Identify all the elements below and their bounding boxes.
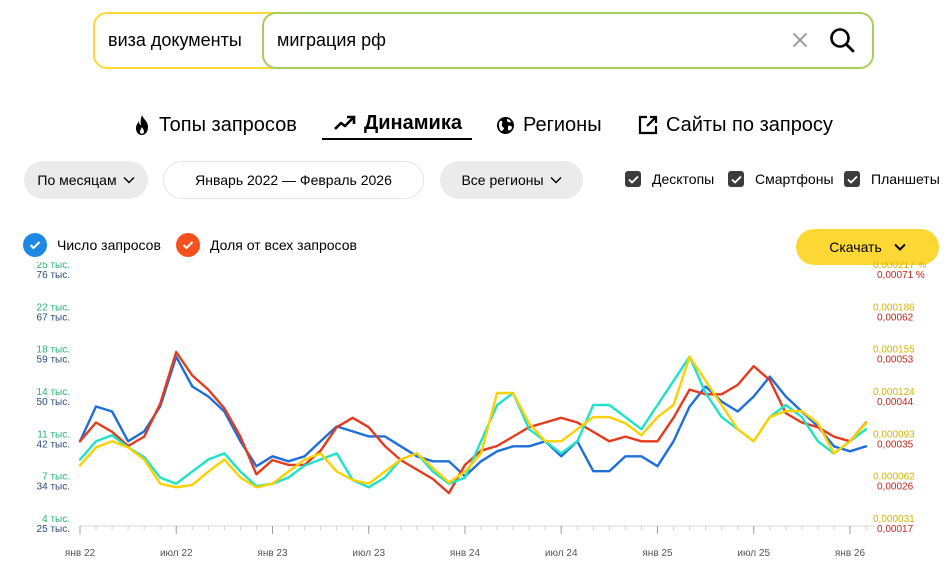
regions-select[interactable]: Все регионы <box>440 161 583 199</box>
x-tick-label: янв 23 <box>257 548 288 559</box>
checkbox-smartphones[interactable]: Смартфоны <box>728 171 834 187</box>
check-circle-icon <box>23 233 47 257</box>
chevron-down-icon <box>123 177 135 184</box>
legend-count[interactable]: Число запросов <box>23 233 161 257</box>
dynamics-chart: 4 тыс. 7 тыс. 11 тыс. 14 тыс. 18 тыс. 22 тыс.… <box>37 262 927 559</box>
y-tick-label: 11 тыс. <box>37 429 70 440</box>
checkbox-label: Смартфоны <box>755 171 834 187</box>
y-tick-label: 76 тыс. <box>37 270 70 281</box>
tab-label: Динамика <box>364 111 462 134</box>
search-icon[interactable] <box>828 26 856 54</box>
external-link-icon <box>638 115 658 135</box>
check-circle-icon <box>176 233 200 257</box>
tab-label: Топы запросов <box>159 113 297 136</box>
y-tick-label: 0,000155 <box>873 345 915 356</box>
y-tick-label: 0,00071 % <box>877 270 925 281</box>
date-range-picker[interactable]: Январь 2022 — Февраль 2026 <box>163 161 424 199</box>
y-tick-label: 0,000031 <box>873 514 915 525</box>
download-label: Скачать <box>829 239 882 255</box>
y-tick-label: 42 тыс. <box>37 439 70 450</box>
search-input[interactable]: миграция рф <box>262 12 874 69</box>
checkbox-tablets[interactable]: Планшеты <box>844 171 940 187</box>
y-tick-label: 14 тыс. <box>37 387 70 398</box>
y-tick-label: 0,00026 <box>877 482 914 493</box>
y-tick-label: 18 тыс. <box>37 345 70 356</box>
x-tick-label: янв 25 <box>642 548 673 559</box>
x-tick-label: янв 24 <box>450 548 481 559</box>
x-tick-label: июл 23 <box>352 548 385 559</box>
y-tick-label: 0,000124 <box>873 387 915 398</box>
checkbox-label: Десктопы <box>652 171 715 187</box>
legend-label: Число запросов <box>57 237 161 253</box>
checkbox-checked-icon[interactable] <box>625 171 641 187</box>
x-tick-label: янв 26 <box>835 548 866 559</box>
search-query-text[interactable]: миграция рф <box>277 30 386 50</box>
series-line-red <box>78 350 868 495</box>
checkbox-desktops[interactable]: Десктопы <box>625 171 714 187</box>
tab-label: Сайты по запросу <box>666 113 833 136</box>
checkbox-label: Планшеты <box>871 171 940 187</box>
tab-dynamics[interactable]: Динамика <box>322 108 472 140</box>
tab-top-queries[interactable]: Топы запросов <box>133 108 297 142</box>
y-tick-label: 34 тыс. <box>37 482 70 493</box>
y-tick-label: 7 тыс. <box>42 472 70 483</box>
globe-icon <box>497 116 514 134</box>
tab-label: Регионы <box>523 113 602 136</box>
legend-share[interactable]: Доля от всех запросов <box>176 233 357 257</box>
x-tick-label: янв 22 <box>65 548 96 559</box>
y-tick-label: 0,00062 <box>877 312 914 323</box>
y-tick-label: 59 тыс. <box>37 355 70 366</box>
period-select[interactable]: По месяцам <box>24 161 148 199</box>
y-tick-label: 25 тыс. <box>37 262 70 271</box>
period-label: По месяцам <box>37 172 117 188</box>
y-tick-label: 67 тыс. <box>37 312 70 323</box>
y-tick-label: 22 тыс. <box>37 302 70 313</box>
date-range-label: Январь 2022 — Февраль 2026 <box>195 172 392 188</box>
regions-label: Все регионы <box>461 172 544 188</box>
series-line-yellow <box>78 355 868 489</box>
y-tick-label: 0,000062 <box>873 472 915 483</box>
y-tick-label: 0,00035 <box>877 439 914 450</box>
y-tick-label: 50 тыс. <box>37 397 70 408</box>
tab-sites[interactable]: Сайты по запросу <box>638 108 833 142</box>
x-tick-label: июл 25 <box>737 548 770 559</box>
download-button[interactable]: Скачать <box>796 229 939 265</box>
y-tick-label: 0,000217 % <box>873 262 926 271</box>
trend-up-icon <box>334 115 356 130</box>
fire-icon <box>136 115 148 135</box>
y-tick-label: 0,00053 <box>877 355 914 366</box>
chevron-down-icon <box>550 177 562 184</box>
y-tick-label: 0,00044 <box>877 397 914 408</box>
search-chip[interactable]: виза документы <box>108 30 242 50</box>
y-tick-label: 0,00017 <box>877 524 914 535</box>
x-tick-label: июл 24 <box>545 548 578 559</box>
checkbox-checked-icon[interactable] <box>728 171 744 187</box>
y-tick-label: 4 тыс. <box>42 514 70 525</box>
x-tick-label: июл 22 <box>160 548 193 559</box>
y-tick-label: 0,000093 <box>873 429 915 440</box>
y-tick-label: 25 тыс. <box>37 524 70 535</box>
y-tick-label: 0,000186 <box>873 302 915 313</box>
tab-bar: Топы запросов Динамика Регионы Сайты по … <box>0 108 947 148</box>
chevron-down-icon <box>894 243 906 251</box>
tab-regions[interactable]: Регионы <box>496 108 602 142</box>
series-line-blue <box>78 355 868 478</box>
checkbox-checked-icon[interactable] <box>844 171 860 187</box>
search-bar: виза документы миграция рф <box>93 12 874 69</box>
legend-label: Доля от всех запросов <box>210 237 357 253</box>
close-icon[interactable] <box>790 30 810 50</box>
